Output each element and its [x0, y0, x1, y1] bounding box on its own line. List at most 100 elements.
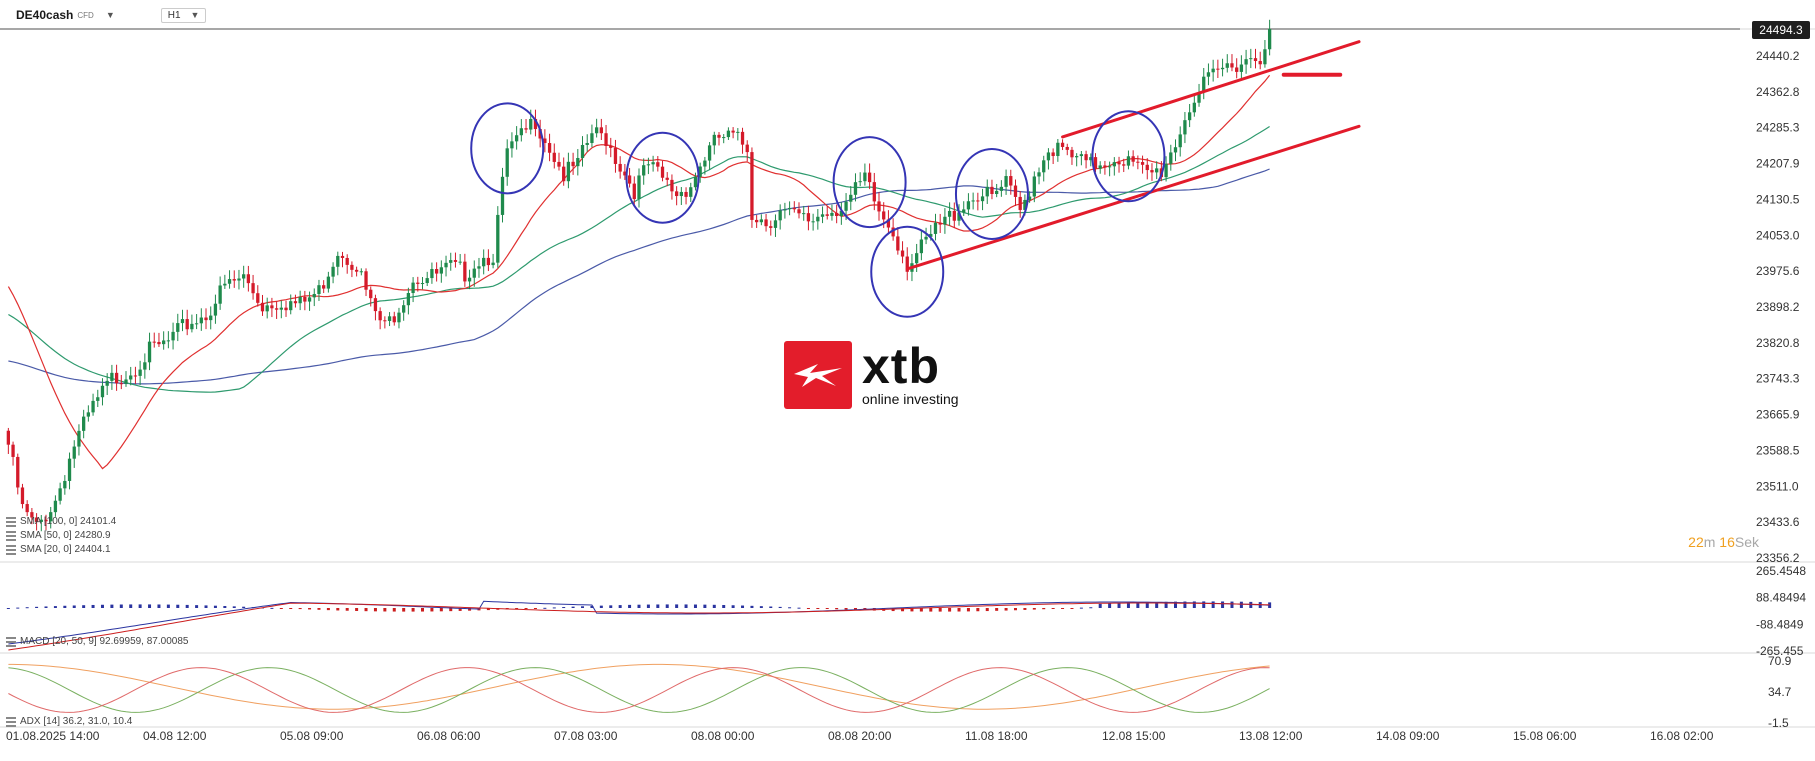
macd-histogram-bar	[571, 606, 575, 608]
macd-histogram-bar	[524, 608, 528, 609]
candle-body	[849, 194, 853, 202]
candle-body	[623, 171, 627, 176]
macd-histogram-bar	[731, 605, 735, 608]
candle	[1183, 112, 1187, 144]
macd-histogram-bar	[1126, 602, 1130, 608]
sma-long-legend[interactable]: SMA [100, 0] 24101.4	[6, 516, 116, 527]
candle	[514, 126, 519, 150]
candle	[340, 251, 345, 268]
sma-short-legend[interactable]: SMA [20, 0] 24404.1	[6, 544, 111, 555]
symbol-selector[interactable]: DE40cash CFD ▼	[16, 8, 115, 22]
candle-body	[976, 200, 980, 202]
candle-body	[260, 302, 265, 312]
candle	[242, 265, 246, 288]
candle	[11, 441, 15, 466]
candle-body	[77, 430, 81, 447]
candle-body	[703, 160, 707, 167]
candle-body	[519, 128, 523, 136]
candle	[500, 167, 505, 223]
candle	[524, 119, 528, 134]
candle	[684, 187, 688, 205]
annotation-circle[interactable]	[625, 131, 700, 224]
candle	[166, 331, 171, 349]
candle-body	[340, 255, 345, 258]
candle	[627, 168, 632, 188]
annotation-circle[interactable]	[832, 136, 907, 229]
trend-channel-line[interactable]	[1061, 40, 1361, 139]
candle	[585, 134, 589, 152]
candle	[289, 294, 293, 315]
candle	[147, 332, 152, 371]
candle	[133, 366, 138, 384]
candle-body	[679, 191, 683, 197]
adx-legend[interactable]: ADX [14] 36.2, 31.0, 10.4	[6, 716, 132, 727]
candle-body	[769, 226, 773, 228]
candle	[632, 176, 636, 206]
candle-body	[1004, 176, 1008, 187]
candle	[853, 173, 858, 202]
time-axis-label: 11.08 18:00	[965, 729, 1028, 743]
candle	[1206, 63, 1211, 86]
symbol-name: DE40cash	[16, 8, 74, 22]
candle-body	[797, 209, 801, 214]
macd-histogram-bar	[552, 607, 556, 609]
candle	[204, 308, 208, 330]
macd-histogram-bar	[1023, 608, 1027, 610]
candle	[124, 371, 128, 387]
candle-body	[246, 274, 251, 284]
candle-body	[491, 262, 495, 266]
candle-body	[34, 517, 39, 522]
candle-body	[576, 157, 580, 167]
candle	[571, 152, 575, 175]
macd-histogram-bar	[279, 608, 283, 609]
annotation-circle[interactable]	[870, 225, 945, 318]
candle	[425, 271, 429, 287]
sma-mid-legend[interactable]: SMA [50, 0] 24280.9	[6, 530, 111, 541]
candle-body	[585, 143, 589, 145]
candle	[157, 332, 161, 347]
candle-body	[453, 260, 458, 262]
candle-body	[1206, 72, 1211, 77]
candle	[129, 366, 133, 386]
candle	[642, 158, 646, 185]
candle	[176, 313, 180, 342]
candle	[251, 274, 255, 300]
candle	[519, 119, 523, 142]
candle-body	[557, 161, 561, 167]
candle-body	[971, 200, 975, 202]
annotation-circle[interactable]	[954, 147, 1029, 240]
candle-body	[646, 164, 651, 166]
annotation-circle[interactable]	[470, 102, 545, 195]
candle	[67, 452, 72, 490]
candle	[44, 514, 48, 531]
candle	[496, 206, 500, 268]
candle-body	[1046, 152, 1051, 161]
candle	[1051, 148, 1055, 165]
macd-legend[interactable]: MACD [20, 50, 9] 92.69959, 87.00085	[6, 636, 188, 647]
candle	[985, 179, 989, 204]
candle	[543, 129, 547, 153]
time-axis-label: 08.08 20:00	[828, 729, 892, 743]
candle-body	[1253, 58, 1258, 62]
macd-histogram-bar	[562, 607, 566, 609]
candle	[1018, 191, 1022, 218]
candle	[740, 127, 745, 154]
candle	[420, 277, 425, 290]
trend-channel-line[interactable]	[905, 124, 1361, 271]
candle-body	[985, 186, 989, 197]
candle	[119, 374, 123, 390]
macd-histogram-bar	[157, 604, 161, 608]
chevron-down-icon[interactable]: ▼	[105, 10, 115, 20]
candle-body	[1098, 165, 1102, 169]
candle-body	[962, 209, 966, 213]
annotation-circle[interactable]	[1091, 110, 1166, 203]
timeframe-selector[interactable]: H1 ▼	[160, 7, 207, 23]
settings-handle-icon	[6, 516, 16, 527]
time-axis-label: 16.08 02:00	[1650, 729, 1714, 743]
macd-histogram-bar	[298, 608, 302, 610]
candle	[1169, 144, 1173, 171]
candle	[298, 290, 302, 311]
macd-histogram-bar	[741, 605, 745, 608]
candle	[820, 206, 825, 224]
